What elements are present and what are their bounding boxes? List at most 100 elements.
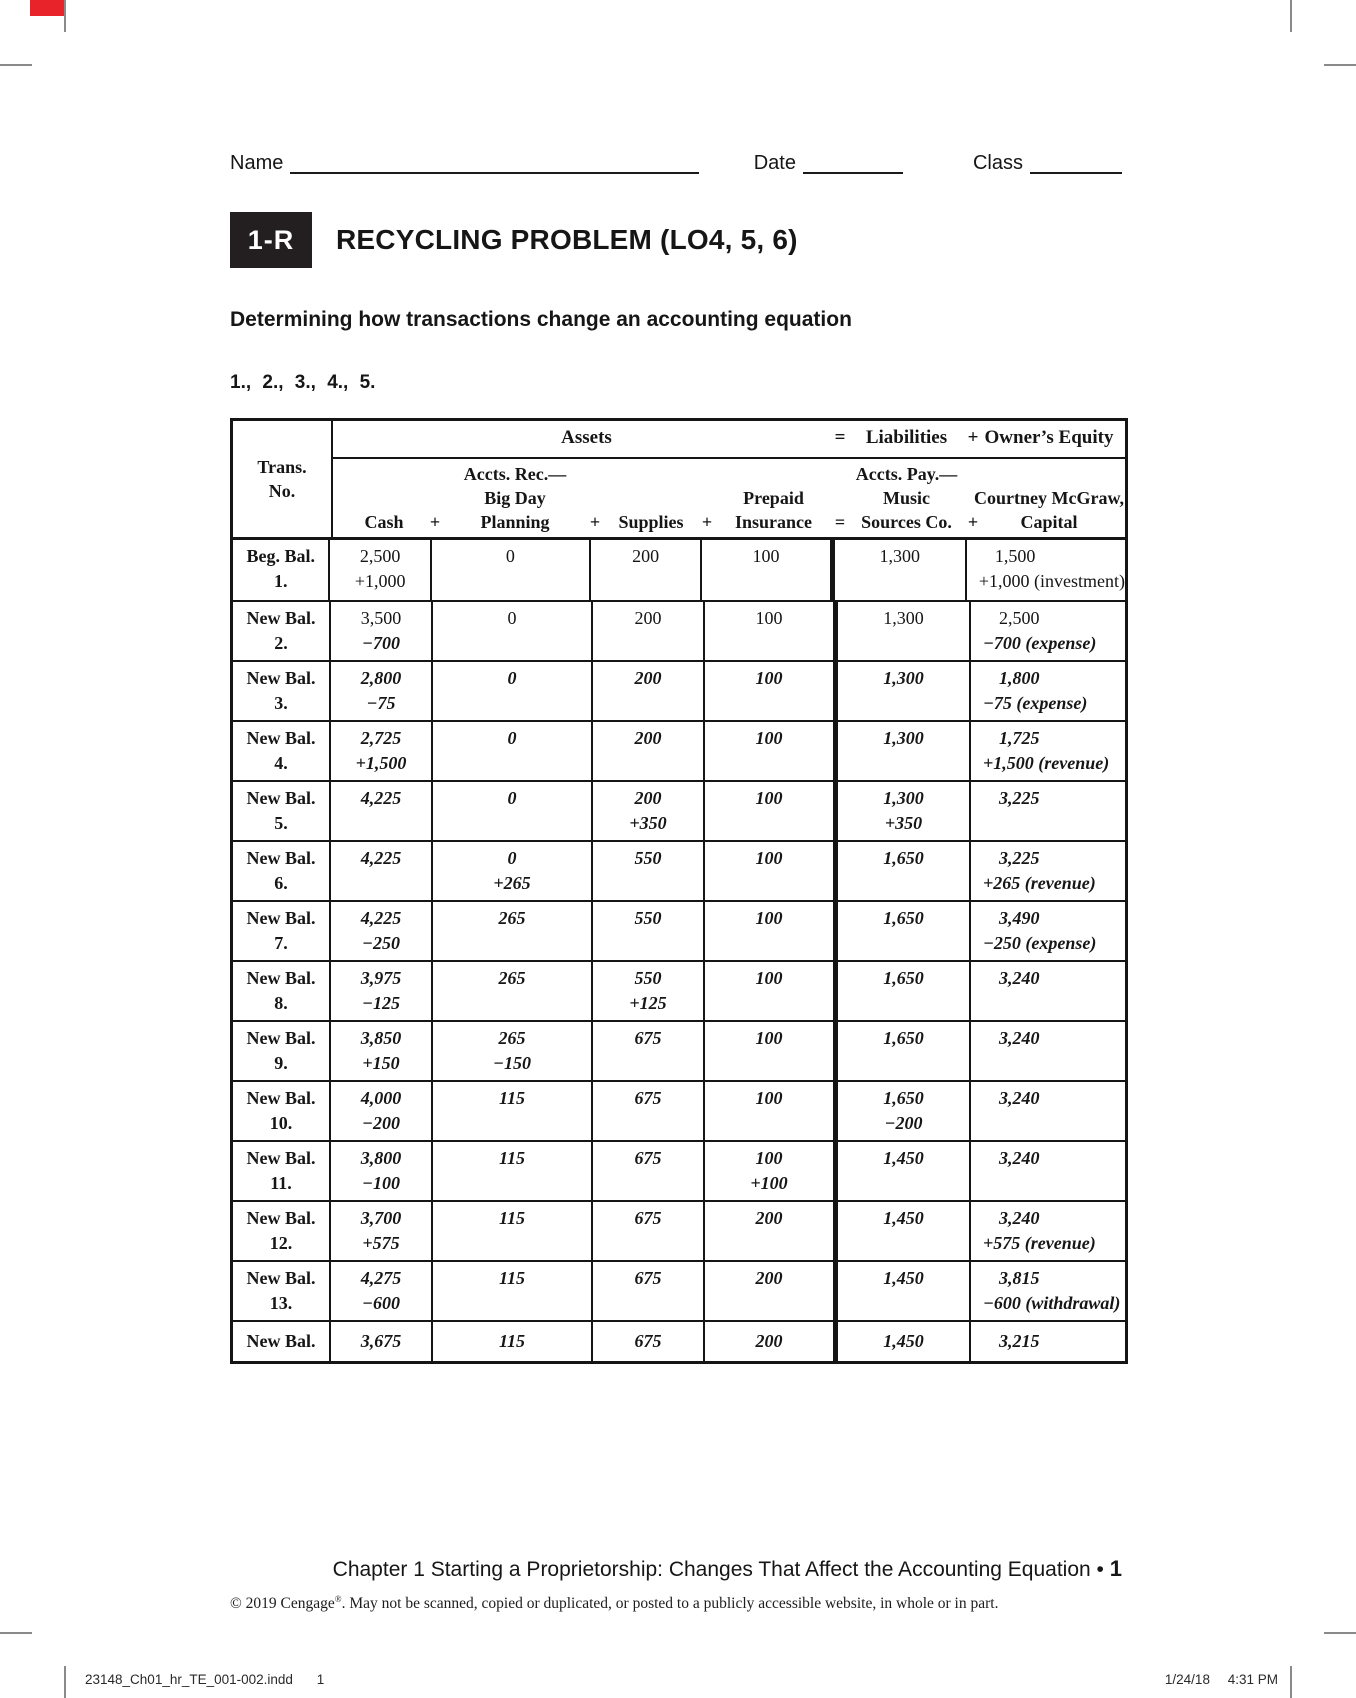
crop-mark [1324,64,1356,66]
date-fill-line [802,150,903,174]
change-amount: +265 (revenue) [983,873,1096,893]
column-header-line: Sources Co. [861,512,952,532]
amount-cell-ar: 0 [432,540,591,600]
balance-amount: 1,650 [883,1088,924,1108]
amount-cell-pre: 100 [705,662,838,720]
bleed-mark [30,0,64,16]
masthead: 1-R RECYCLING PROBLEM (LO4, 5, 6) [230,212,798,268]
amount-cell-ap: 1,650 −200 [838,1082,971,1140]
amount-cell-oe: 3,215 [971,1322,1125,1361]
change-amount: −700 (expense) [983,633,1097,653]
balance-amount: 1,650 [883,908,924,928]
table-row: New Bal. 8. 3,975 −125 265 550 +125 100 1,650 3,2… [233,960,1125,1020]
table-row: New Bal. 13. 4,275 −600 115 675 200 1,450 3,815 −… [233,1260,1125,1320]
trans-label-cell: New Bal. 13. [233,1262,331,1320]
change-amount: −200 [884,1113,923,1133]
trans-label-line: 6. [274,873,288,893]
class-label: Class [972,152,1023,174]
crop-mark [64,1666,66,1698]
amount-cell-cash: 3,850 +150 [331,1022,433,1080]
imprint-date: 1/24/18 [1164,1672,1210,1687]
change-amount: +1,500 (revenue) [983,753,1110,773]
problem-code-badge: 1-R [230,212,312,268]
balance-amount: 100 [755,848,783,868]
balance-amount: 0 [507,728,517,748]
change-amount: +350 [629,813,667,833]
column-headers: Cash Accts. Rec.— Big Day Planning Supplies P… [333,459,1125,537]
table-row: New Bal. 12. 3,700 +575 115 675 200 1,450 3,240 +… [233,1200,1125,1260]
balance-amount: 4,275 [360,1268,402,1288]
balance-amount: 3,700 [360,1208,402,1228]
balance-amount: 3,240 [999,1028,1040,1048]
column-header-line: Big Day [484,488,546,508]
amount-cell-ap: 1,450 [838,1262,971,1320]
column-header-line: Accts. Rec.— [463,464,567,484]
trans-label-cell: New Bal. 8. [233,962,331,1020]
amount-cell-ar: 265 −150 [433,1022,593,1080]
trans-label-cell: New Bal. 2. [233,602,331,660]
table-row: New Bal. 7. 4,225 −250 265 550 100 1,650 3,490 −2… [233,900,1125,960]
amount-cell-oe: 1,500 +1,000 (investment) [967,540,1125,600]
table-row: New Bal. 3. 2,800 −75 0 200 100 1,300 1,800 −75 (… [233,660,1125,720]
amount-cell-sup: 200 +350 [593,782,705,840]
balance-amount: 200 [755,1208,783,1228]
balance-amount: 265 [498,1028,526,1048]
trans-label-cell: New Bal. 9. [233,1022,331,1080]
amount-cell-oe: 3,240 [971,1142,1125,1200]
change-amount: +1,500 [355,753,407,773]
amount-cell-pre: 100 [705,962,838,1020]
amount-cell-ar: 115 [433,1142,593,1200]
file-name: 23148_Ch01_hr_TE_001-002.indd [85,1672,293,1687]
amount-cell-ap: 1,650 [838,962,971,1020]
change-amount: +575 [362,1233,400,1253]
trans-label-line: New Bal. [246,1088,316,1108]
plus-sign: + [429,512,441,532]
balance-amount: 3,240 [999,1148,1040,1168]
change-amount: −150 [493,1053,531,1073]
table-row: New Bal. 11. 3,800 −100 115 675 100 +100 1,450 3,… [233,1140,1125,1200]
balance-amount: 675 [634,1331,662,1351]
column-header-accounts-receivable: Accts. Rec.— Big Day Planning [435,462,595,537]
balance-amount: 1,300 [883,728,924,748]
amount-cell-pre: 200 [705,1322,838,1361]
trans-label-cell: Beg. Bal. 1. [233,540,331,600]
balance-amount: 3,490 [999,908,1040,928]
amount-cell-sup: 675 [593,1322,705,1361]
amount-cell-cash: 4,225 −250 [331,902,433,960]
amount-cell-sup: 200 [593,602,705,660]
worksheet-header: Name Date Class [230,150,1122,174]
balance-amount: 2,725 [360,728,402,748]
trans-label-cell: New Bal. 11. [233,1142,331,1200]
chapter-footer: Chapter 1 Starting a Proprietorship: Cha… [230,1556,1122,1582]
amount-cell-oe: 3,240 +575 (revenue) [971,1202,1125,1260]
balance-amount: 1,650 [883,1028,924,1048]
change-amount: −75 (expense) [983,693,1088,713]
balance-amount: 0 [507,788,517,808]
amount-cell-cash: 2,500 +1,000 [330,540,432,600]
balance-amount: 1,650 [883,848,924,868]
amount-cell-oe: 3,490 −250 (expense) [971,902,1125,960]
balance-amount: 200 [632,546,660,566]
table-row: New Bal. 4. 2,725 +1,500 0 200 100 1,300 1,725 +1… [233,720,1125,780]
balance-amount: 675 [634,1028,662,1048]
amount-cell-sup: 550 [593,842,705,900]
date-label: Date [753,152,796,174]
equals-sign: = [834,427,846,448]
trans-label-line: 4. [274,753,288,773]
change-amount: −700 [362,633,400,653]
column-header-line: Accts. Pay.— [855,464,958,484]
change-amount: +350 [884,813,923,833]
balance-amount: 100 [755,1088,783,1108]
column-header-line: Music [883,488,930,508]
imprint-time: 4:31 PM [1227,1672,1278,1687]
amount-cell-oe: 1,725 +1,500 (revenue) [971,722,1125,780]
amount-cell-cash: 4,000 −200 [331,1082,433,1140]
balance-amount: 675 [634,1148,662,1168]
amount-cell-ar: 265 [433,902,593,960]
column-header-line: Insurance [734,512,812,532]
trans-label-cell: New Bal. 10. [233,1082,331,1140]
trans-label-line: 5. [274,813,288,833]
change-amount: +100 [750,1173,788,1193]
balance-amount: 675 [634,1088,662,1108]
balance-amount: 100 [755,668,783,688]
